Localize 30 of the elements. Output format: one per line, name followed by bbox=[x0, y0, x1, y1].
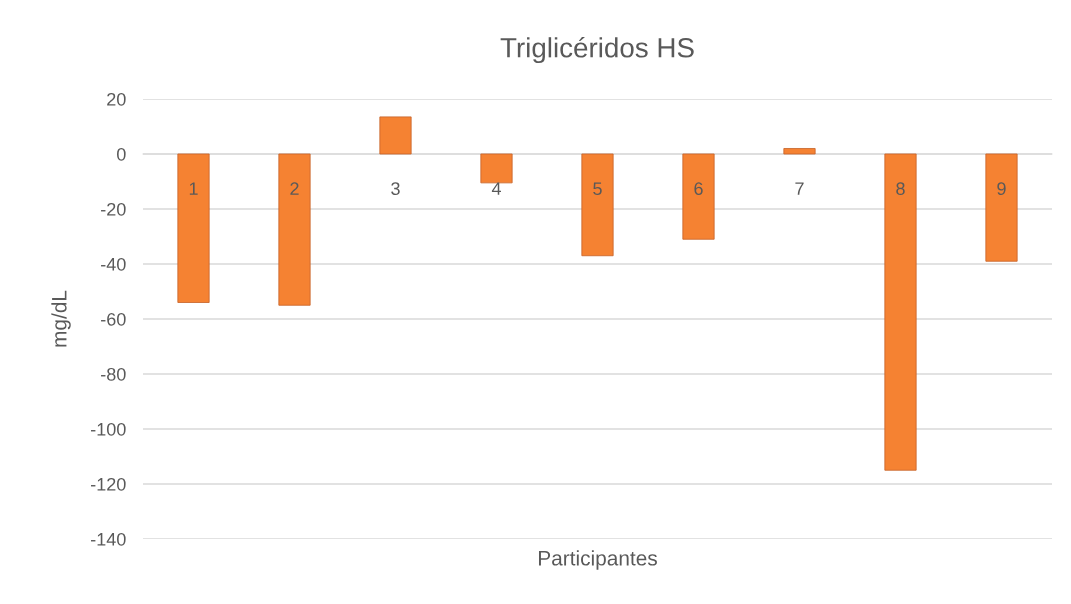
bar bbox=[581, 153, 614, 257]
y-tick-label: -40 bbox=[101, 257, 126, 271]
y-tick-label: 0 bbox=[117, 147, 126, 161]
x-tick-label: 1 bbox=[189, 182, 198, 195]
x-axis-title: Participantes bbox=[539, 550, 657, 570]
y-tick-label: -80 bbox=[101, 367, 126, 381]
y-tick-label: -120 bbox=[91, 477, 126, 491]
x-tick-label: 2 bbox=[290, 182, 299, 195]
y-tick-label: -60 bbox=[101, 312, 126, 326]
bar bbox=[480, 153, 513, 184]
x-tick-label: 8 bbox=[896, 182, 905, 196]
y-axis-title: mg/dL bbox=[51, 290, 71, 347]
bar bbox=[985, 153, 1018, 262]
y-tick-label: -100 bbox=[91, 422, 126, 436]
x-tick-label: 4 bbox=[491, 182, 501, 195]
bar bbox=[783, 148, 816, 155]
y-tick-label: -20 bbox=[101, 202, 126, 216]
bar bbox=[884, 153, 917, 471]
x-tick-label: 3 bbox=[391, 182, 400, 196]
x-tick-label: 5 bbox=[593, 182, 602, 196]
chart-title: Triglicéridos HS bbox=[500, 36, 694, 64]
bar bbox=[278, 153, 311, 306]
x-tick-label: 7 bbox=[795, 182, 804, 195]
bar bbox=[379, 116, 412, 155]
bar bbox=[177, 153, 210, 303]
y-tick-label: 20 bbox=[107, 92, 126, 106]
y-tick-label: -140 bbox=[91, 532, 126, 546]
x-tick-label: 6 bbox=[694, 182, 703, 196]
bar bbox=[682, 153, 715, 240]
x-tick-label: 9 bbox=[997, 182, 1006, 196]
